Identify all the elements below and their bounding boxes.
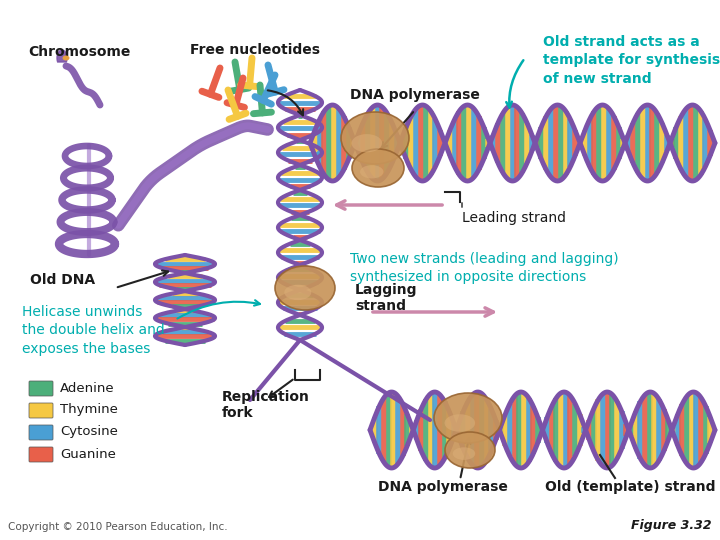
Ellipse shape	[275, 266, 335, 310]
Text: Free nucleotides: Free nucleotides	[190, 43, 320, 57]
Text: Lagging
strand: Lagging strand	[355, 283, 418, 313]
Text: Guanine: Guanine	[60, 448, 116, 461]
Ellipse shape	[444, 414, 475, 432]
Text: Chromosome: Chromosome	[28, 45, 130, 59]
Ellipse shape	[360, 165, 384, 178]
Text: DNA polymerase: DNA polymerase	[378, 480, 508, 494]
Text: Leading strand: Leading strand	[462, 211, 566, 225]
Text: Figure 3.32: Figure 3.32	[631, 519, 712, 532]
Text: Copyright © 2010 Pearson Education, Inc.: Copyright © 2010 Pearson Education, Inc.	[8, 522, 228, 532]
Text: Helicase unwinds
the double helix and
exposes the bases: Helicase unwinds the double helix and ex…	[22, 305, 165, 356]
Text: Adenine: Adenine	[60, 381, 114, 395]
Ellipse shape	[284, 285, 311, 300]
Text: Old DNA: Old DNA	[30, 273, 95, 287]
Text: Replication
fork: Replication fork	[222, 390, 310, 420]
Ellipse shape	[352, 149, 404, 187]
Text: DNA polymerase: DNA polymerase	[350, 88, 480, 102]
Ellipse shape	[63, 56, 70, 60]
Ellipse shape	[351, 134, 382, 152]
Text: Cytosine: Cytosine	[60, 426, 118, 438]
FancyBboxPatch shape	[29, 381, 53, 396]
Ellipse shape	[453, 447, 475, 460]
FancyBboxPatch shape	[29, 403, 53, 418]
Ellipse shape	[341, 112, 409, 164]
FancyBboxPatch shape	[29, 447, 53, 462]
Ellipse shape	[434, 393, 502, 443]
Text: Two new strands (leading and lagging)
synthesized in opposite directions: Two new strands (leading and lagging) sy…	[350, 252, 618, 284]
Polygon shape	[57, 50, 67, 62]
Ellipse shape	[445, 432, 495, 468]
Text: Thymine: Thymine	[60, 403, 118, 416]
FancyBboxPatch shape	[29, 425, 53, 440]
Text: Old strand acts as a
template for synthesis
of new strand: Old strand acts as a template for synthe…	[543, 35, 720, 86]
Text: Old (template) strand: Old (template) strand	[545, 480, 716, 494]
